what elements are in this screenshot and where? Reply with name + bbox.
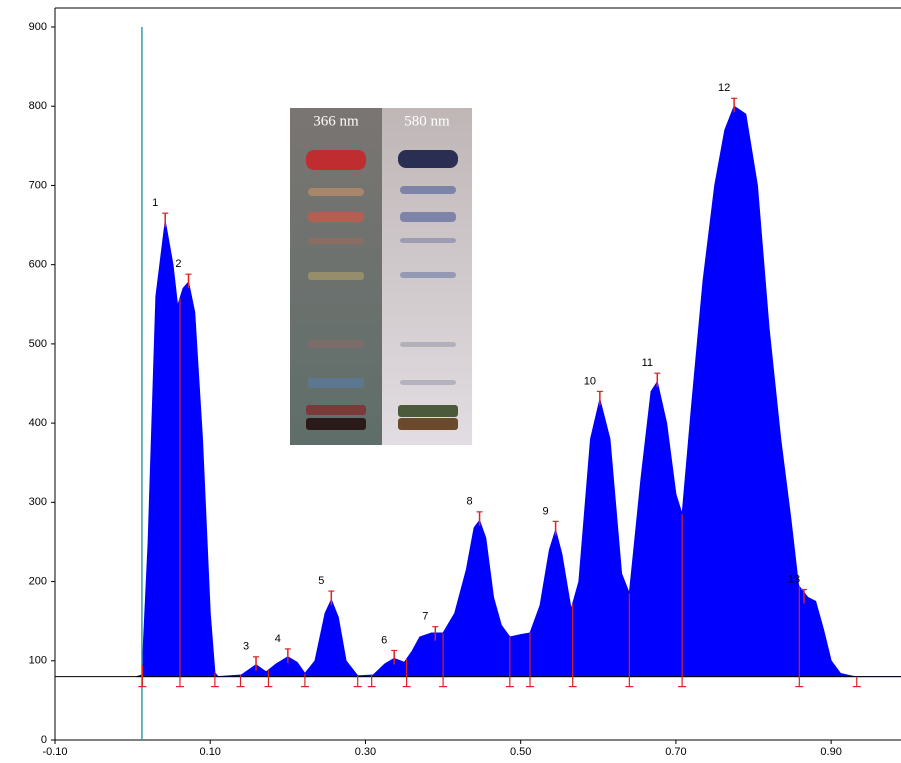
x-tick-label: 0.70 [665, 746, 686, 758]
y-tick-label: 900 [29, 21, 47, 33]
peak-label: 4 [275, 633, 281, 645]
band [308, 188, 364, 196]
x-tick-label: 0.90 [820, 746, 841, 758]
y-tick-label: 300 [29, 496, 47, 508]
peak-label: 1 [152, 197, 158, 209]
peak-label: 3 [243, 641, 249, 653]
x-tick-label: 0.50 [510, 746, 531, 758]
band [398, 405, 458, 417]
tlc-inset: 366 nm 580 nm [290, 108, 472, 445]
peak-label: 9 [543, 505, 549, 517]
y-tick-label: 400 [29, 417, 47, 429]
band [400, 380, 456, 385]
band [308, 378, 364, 388]
band [308, 340, 364, 348]
y-tick-label: 100 [29, 655, 47, 667]
peak-label: 10 [584, 375, 596, 387]
band [398, 418, 458, 430]
band [308, 212, 364, 222]
band [306, 405, 366, 415]
x-tick-label: -0.10 [42, 746, 67, 758]
peak-label: 2 [175, 258, 181, 270]
peak-label: 5 [318, 575, 324, 587]
y-tick-label: 0 [41, 734, 47, 746]
band [400, 212, 456, 222]
inset-label: 366 nm [313, 113, 359, 129]
peak-label: 8 [466, 496, 472, 508]
peak-label: 7 [422, 611, 428, 623]
y-tick-label: 600 [29, 259, 47, 271]
peak-label: 13 [788, 573, 800, 585]
inset-label: 580 nm [404, 113, 450, 129]
y-tick-label: 700 [29, 179, 47, 191]
band [308, 272, 364, 280]
band [400, 342, 456, 347]
peak-label: 11 [642, 357, 653, 369]
band [400, 238, 456, 243]
peak-label: 6 [381, 634, 387, 646]
signal-area [136, 105, 901, 678]
band [400, 272, 456, 278]
x-tick-label: 0.10 [200, 746, 221, 758]
y-tick-label: 500 [29, 338, 47, 350]
x-tick-label: 0.30 [355, 746, 376, 758]
peak-label: 12 [718, 82, 730, 94]
band [400, 186, 456, 194]
y-tick-label: 200 [29, 575, 47, 587]
band [306, 150, 366, 170]
y-tick-label: 800 [29, 100, 47, 112]
band [306, 418, 366, 430]
band [398, 150, 458, 168]
band [308, 238, 364, 244]
